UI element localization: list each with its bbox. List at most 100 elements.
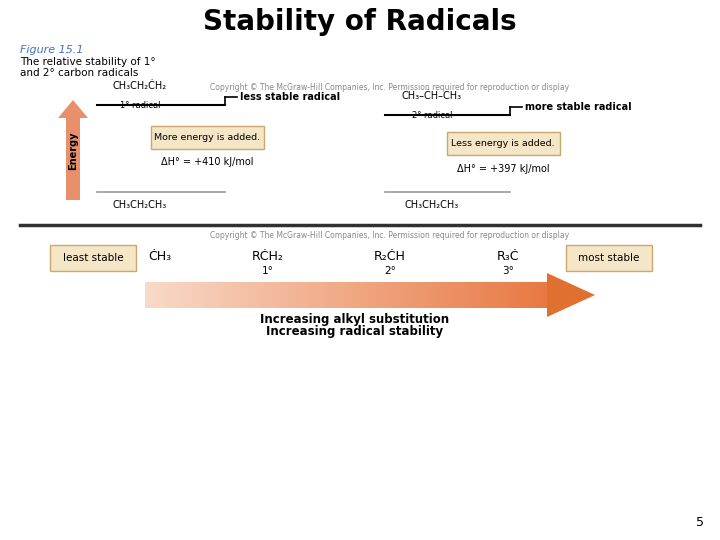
Text: Energy: Energy — [68, 132, 78, 170]
Bar — [376, 282, 380, 308]
Bar — [540, 282, 544, 308]
Text: Copyright © The McGraw-Hill Companies, Inc. Permission required for reproduction: Copyright © The McGraw-Hill Companies, I… — [210, 231, 570, 240]
Bar — [379, 282, 383, 308]
Bar — [262, 282, 266, 308]
Bar — [235, 282, 239, 308]
Bar — [416, 282, 420, 308]
Bar — [483, 282, 487, 308]
Bar — [239, 282, 243, 308]
Bar — [249, 282, 253, 308]
Bar — [373, 282, 377, 308]
Bar — [503, 282, 508, 308]
Bar — [189, 282, 192, 308]
Bar — [192, 282, 196, 308]
Bar — [302, 282, 306, 308]
Text: Figure 15.1: Figure 15.1 — [20, 45, 84, 55]
Bar — [319, 282, 323, 308]
Bar — [339, 282, 343, 308]
FancyBboxPatch shape — [566, 245, 652, 271]
Text: less stable radical: less stable radical — [240, 92, 340, 102]
Bar — [185, 282, 189, 308]
Bar — [202, 282, 206, 308]
Bar — [440, 282, 444, 308]
Bar — [456, 282, 460, 308]
Bar — [400, 282, 403, 308]
Bar — [460, 282, 464, 308]
Bar — [517, 282, 521, 308]
Bar — [232, 282, 236, 308]
Bar — [195, 282, 199, 308]
Bar — [473, 282, 477, 308]
Bar — [329, 282, 333, 308]
Bar — [530, 282, 534, 308]
Bar — [148, 282, 152, 308]
Bar — [359, 282, 364, 308]
Bar — [369, 282, 373, 308]
Bar — [507, 282, 510, 308]
Bar — [306, 282, 310, 308]
Bar — [497, 282, 500, 308]
Bar — [259, 282, 263, 308]
Bar — [450, 282, 454, 308]
Bar — [477, 282, 480, 308]
Text: Increasing alkyl substitution: Increasing alkyl substitution — [261, 314, 449, 327]
Bar — [436, 282, 441, 308]
FancyBboxPatch shape — [50, 245, 136, 271]
Bar — [353, 282, 356, 308]
Text: ΔH° = +397 kJ/mol: ΔH° = +397 kJ/mol — [456, 164, 549, 174]
Bar — [309, 282, 313, 308]
Bar — [390, 282, 393, 308]
Bar — [393, 282, 397, 308]
Bar — [527, 282, 531, 308]
Text: 3°: 3° — [502, 266, 514, 276]
Text: 2° radical: 2° radical — [412, 111, 452, 120]
Bar — [296, 282, 300, 308]
Bar — [162, 282, 166, 308]
Bar — [215, 282, 219, 308]
Text: Increasing radical stability: Increasing radical stability — [266, 325, 444, 338]
Bar — [299, 282, 303, 308]
Bar — [279, 282, 283, 308]
Bar — [490, 282, 494, 308]
Bar — [172, 282, 176, 308]
Bar — [165, 282, 169, 308]
Text: More energy is added.: More energy is added. — [154, 132, 260, 141]
Bar — [155, 282, 159, 308]
Text: and 2° carbon radicals: and 2° carbon radicals — [20, 68, 138, 78]
Bar — [500, 282, 504, 308]
Bar — [513, 282, 518, 308]
Bar — [326, 282, 330, 308]
Bar — [269, 282, 273, 308]
Bar — [175, 282, 179, 308]
Bar — [333, 282, 336, 308]
Bar — [152, 282, 156, 308]
Bar — [336, 282, 340, 308]
Bar — [480, 282, 484, 308]
Text: The relative stability of 1°: The relative stability of 1° — [20, 57, 156, 67]
Text: Less energy is added.: Less energy is added. — [451, 138, 555, 147]
Bar — [443, 282, 447, 308]
FancyBboxPatch shape — [150, 125, 264, 148]
Bar — [433, 282, 437, 308]
Bar — [219, 282, 222, 308]
Bar — [346, 282, 350, 308]
Bar — [343, 282, 346, 308]
Bar — [225, 282, 229, 308]
Bar — [423, 282, 427, 308]
Bar — [312, 282, 316, 308]
Bar — [537, 282, 541, 308]
Bar — [256, 282, 259, 308]
Text: most stable: most stable — [578, 253, 639, 263]
Text: CH₃CH₂CH₃: CH₃CH₂CH₃ — [405, 200, 459, 210]
Bar — [356, 282, 360, 308]
Bar — [266, 282, 269, 308]
FancyBboxPatch shape — [446, 132, 559, 154]
Text: ΔH° = +410 kJ/mol: ΔH° = +410 kJ/mol — [161, 157, 253, 167]
Bar — [446, 282, 450, 308]
Bar — [349, 282, 354, 308]
Bar — [470, 282, 474, 308]
Bar — [453, 282, 457, 308]
Bar — [534, 282, 537, 308]
Bar — [182, 282, 186, 308]
Bar — [145, 282, 149, 308]
